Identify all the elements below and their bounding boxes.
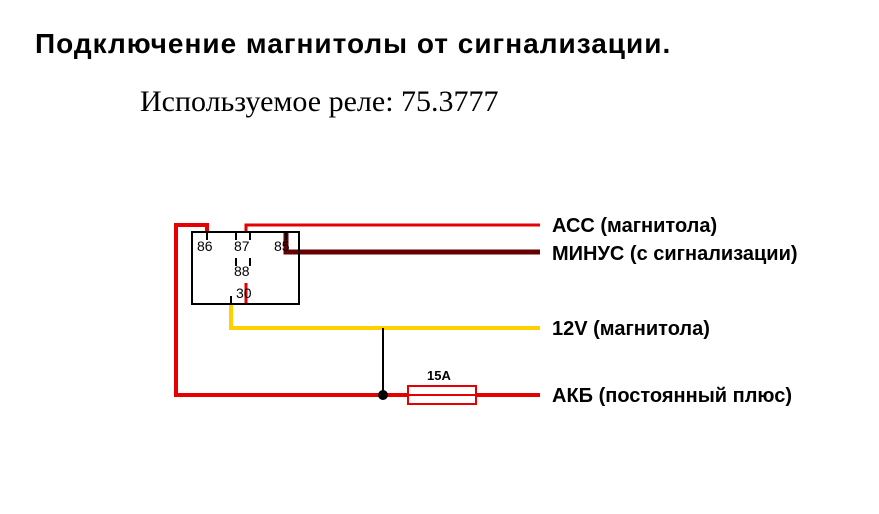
wire-acc — [246, 225, 540, 232]
pin-30: 30 — [236, 285, 252, 301]
wire-label-minus: МИНУС (с сигнализации) — [552, 243, 798, 266]
wire-minus — [286, 232, 540, 252]
pin-85: 85 — [274, 238, 290, 254]
wire-label-12v: 12V (магнитола) — [552, 318, 710, 341]
fuse-label: 15A — [427, 368, 451, 383]
wire-label-akb: АКБ (постоянный плюс) — [552, 385, 792, 408]
pin-86: 86 — [197, 238, 213, 254]
pin-88: 88 — [234, 263, 250, 279]
pin-87: 87 — [234, 238, 250, 254]
wire-12v — [231, 304, 540, 328]
wire-label-acc: АСС (магнитола) — [552, 215, 717, 238]
